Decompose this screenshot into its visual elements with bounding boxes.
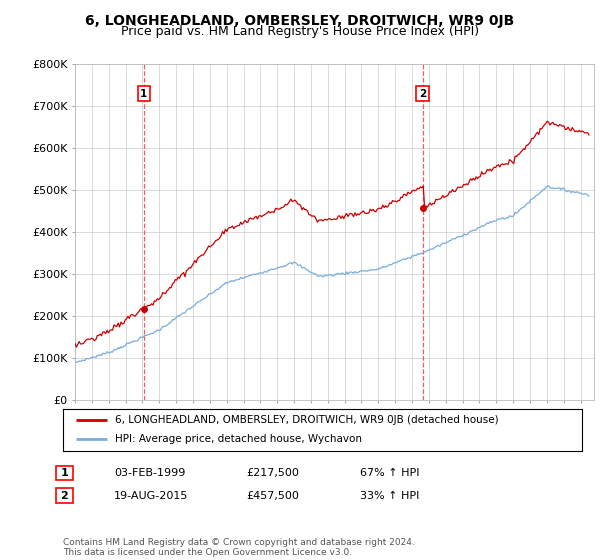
- Text: 1: 1: [140, 89, 148, 99]
- Text: Contains HM Land Registry data © Crown copyright and database right 2024.
This d: Contains HM Land Registry data © Crown c…: [63, 538, 415, 557]
- Text: 6, LONGHEADLAND, OMBERSLEY, DROITWICH, WR9 0JB: 6, LONGHEADLAND, OMBERSLEY, DROITWICH, W…: [85, 14, 515, 28]
- Text: 2: 2: [419, 89, 426, 99]
- Text: £457,500: £457,500: [246, 491, 299, 501]
- Text: 33% ↑ HPI: 33% ↑ HPI: [360, 491, 419, 501]
- Text: 2: 2: [61, 491, 68, 501]
- Text: 6, LONGHEADLAND, OMBERSLEY, DROITWICH, WR9 0JB (detached house): 6, LONGHEADLAND, OMBERSLEY, DROITWICH, W…: [115, 415, 499, 425]
- Text: 67% ↑ HPI: 67% ↑ HPI: [360, 468, 419, 478]
- Text: 03-FEB-1999: 03-FEB-1999: [114, 468, 185, 478]
- Text: HPI: Average price, detached house, Wychavon: HPI: Average price, detached house, Wych…: [115, 435, 362, 445]
- Text: Price paid vs. HM Land Registry's House Price Index (HPI): Price paid vs. HM Land Registry's House …: [121, 25, 479, 38]
- Text: 1: 1: [61, 468, 68, 478]
- Text: £217,500: £217,500: [246, 468, 299, 478]
- Text: 19-AUG-2015: 19-AUG-2015: [114, 491, 188, 501]
